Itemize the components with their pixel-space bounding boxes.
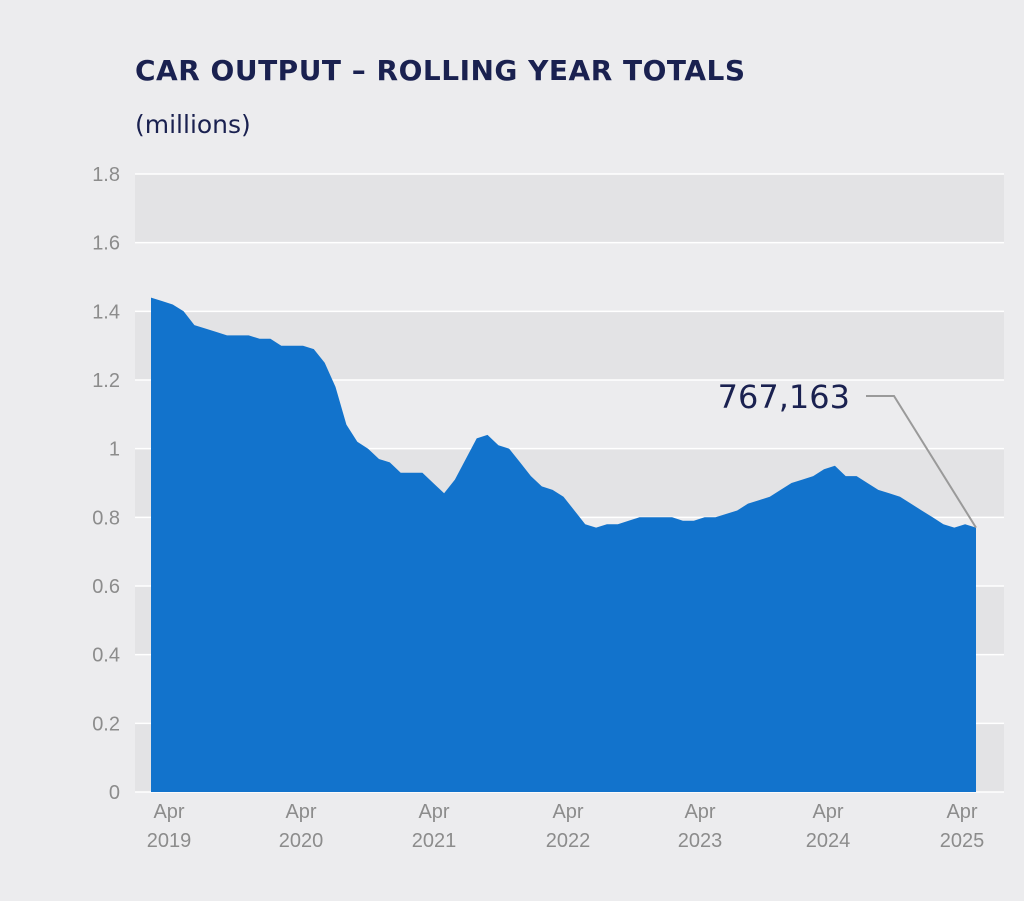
x-tick-month: Apr bbox=[684, 801, 715, 823]
x-tick-month: Apr bbox=[812, 801, 843, 823]
x-tick-year: 2021 bbox=[412, 830, 457, 852]
y-tick-label: 0 bbox=[109, 782, 120, 804]
x-tick-year: 2022 bbox=[546, 830, 591, 852]
x-tick-month: Apr bbox=[946, 801, 977, 823]
annotation-label: 767,163 bbox=[718, 378, 850, 416]
x-tick-year: 2024 bbox=[806, 830, 851, 852]
x-tick-year: 2020 bbox=[279, 830, 324, 852]
x-tick-month: Apr bbox=[153, 801, 184, 823]
grid-band bbox=[135, 174, 1004, 243]
y-tick-label: 1.6 bbox=[92, 233, 120, 255]
y-tick-label: 1 bbox=[109, 439, 120, 461]
x-axis-ticks: Apr 2019 Apr 2020 Apr 2021 Apr 2022 Apr 2023 Apr 20… bbox=[147, 801, 985, 852]
y-tick-label: 0.4 bbox=[92, 645, 120, 667]
chart-subtitle: (millions) bbox=[135, 110, 251, 139]
x-tick-year: 2019 bbox=[147, 830, 192, 852]
y-tick-label: 1.8 bbox=[92, 164, 120, 186]
x-tick-month: Apr bbox=[552, 801, 583, 823]
annotation-leader-line bbox=[866, 395, 977, 529]
annotation: 767,163 bbox=[718, 378, 977, 529]
x-tick-month: Apr bbox=[418, 801, 449, 823]
x-tick-month: Apr bbox=[285, 801, 316, 823]
chart-title: CAR OUTPUT – ROLLING YEAR TOTALS bbox=[135, 54, 746, 87]
x-tick-year: 2025 bbox=[940, 830, 985, 852]
y-tick-label: 1.4 bbox=[92, 301, 120, 323]
area-series bbox=[151, 297, 976, 792]
y-tick-label: 0.8 bbox=[92, 507, 120, 529]
y-tick-label: 0.2 bbox=[92, 713, 120, 735]
y-axis-ticks: 0 0.2 0.4 0.6 0.8 1 1.2 1.4 1.6 1.8 bbox=[92, 164, 120, 804]
y-tick-label: 0.6 bbox=[92, 576, 120, 598]
series-layer bbox=[151, 297, 976, 792]
x-tick-year: 2023 bbox=[678, 830, 723, 852]
y-tick-label: 1.2 bbox=[92, 370, 120, 392]
